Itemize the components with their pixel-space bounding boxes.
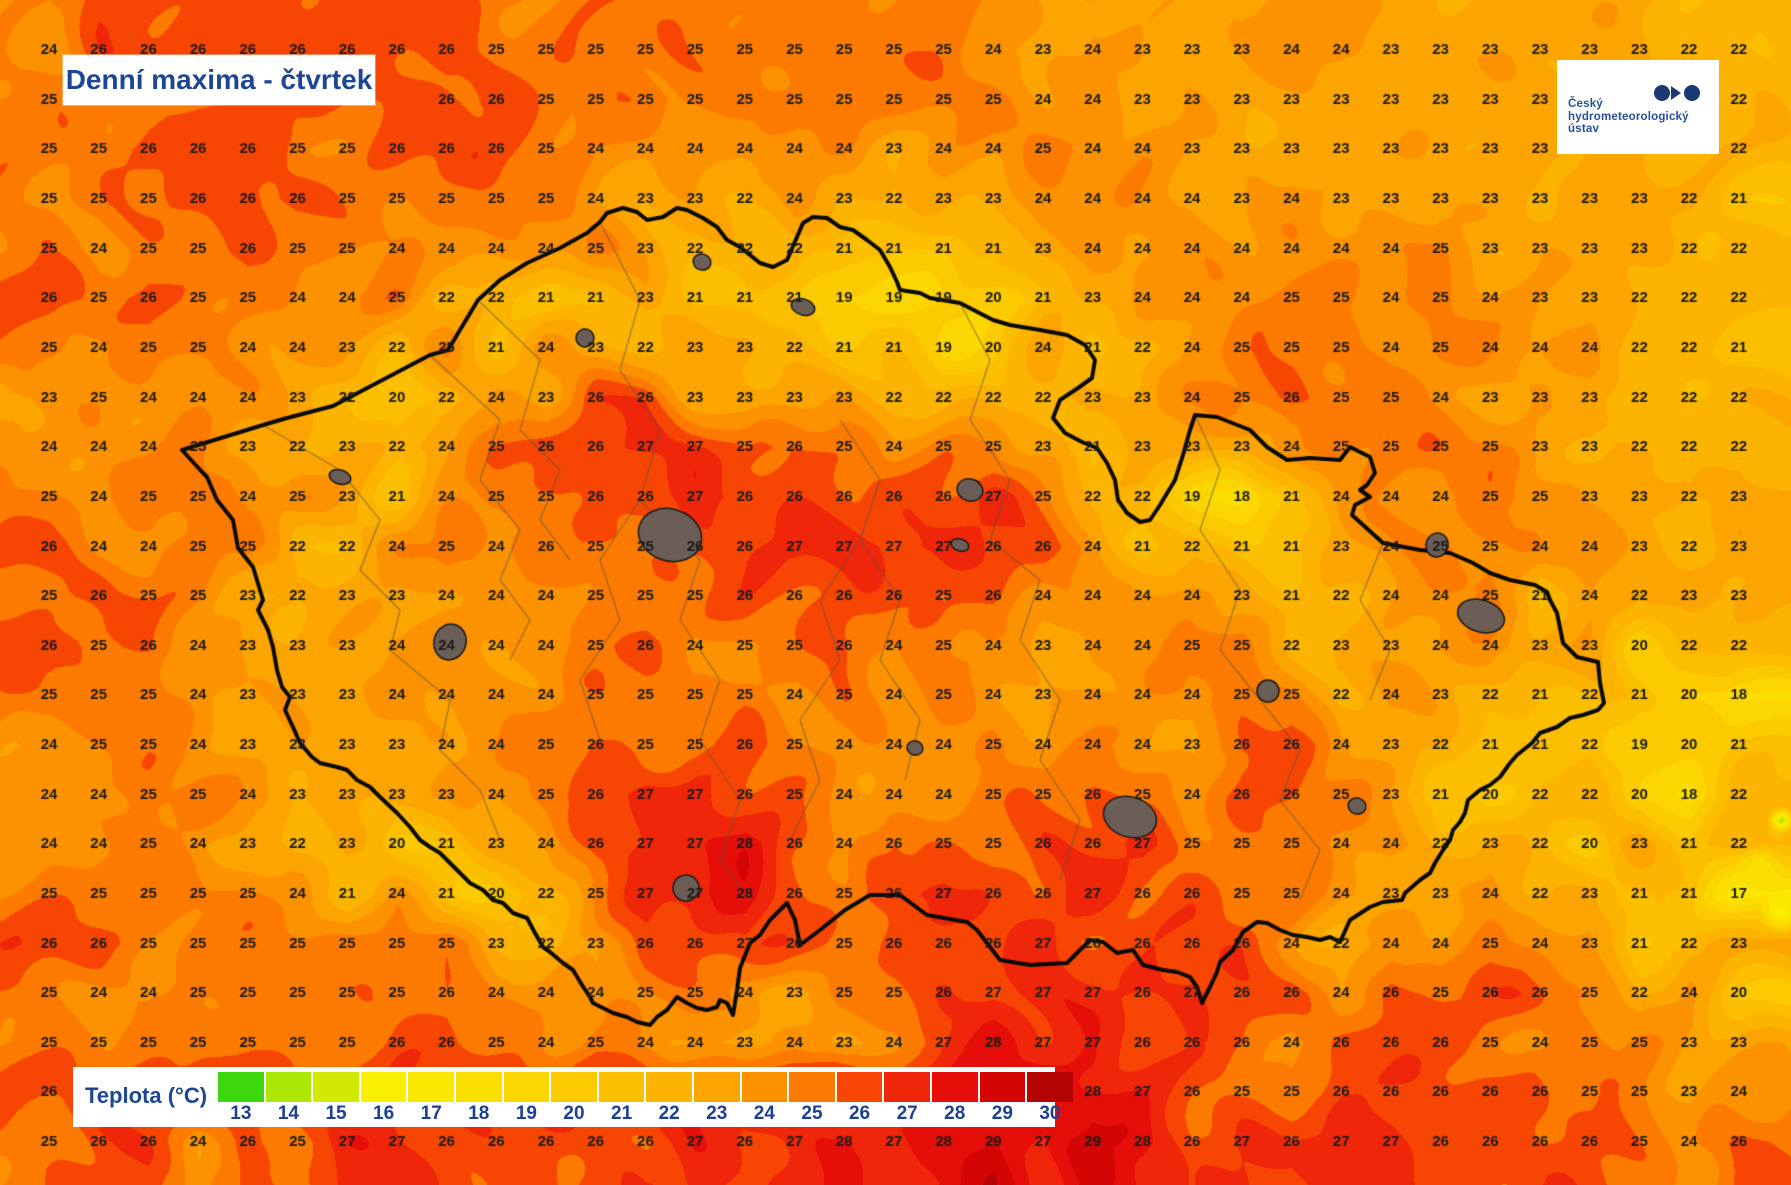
legend-value: 22 bbox=[658, 1103, 680, 1124]
legend-step-26: 26 bbox=[836, 1072, 884, 1125]
legend-value: 30 bbox=[1039, 1103, 1061, 1124]
legend-step-30: 30 bbox=[1026, 1072, 1074, 1125]
legend-value: 13 bbox=[230, 1103, 252, 1124]
legend-step-21: 21 bbox=[598, 1072, 646, 1125]
legend-swatch bbox=[551, 1072, 597, 1102]
legend-value: 21 bbox=[611, 1103, 633, 1124]
legend-swatch bbox=[598, 1072, 645, 1102]
chmu-logo-icon bbox=[1654, 85, 1700, 101]
legend-step-14: 14 bbox=[265, 1072, 313, 1125]
legend-swatch bbox=[456, 1072, 502, 1102]
legend-step-19: 19 bbox=[503, 1072, 551, 1125]
legend-step-15: 15 bbox=[312, 1072, 360, 1125]
legend-color-scale: 13 14 15 16 17 18 19 20 21 22 23 24 25 26 27 28 29 30 bbox=[217, 1072, 1074, 1125]
legend-swatch bbox=[693, 1072, 740, 1102]
legend-step-16: 16 bbox=[360, 1072, 408, 1125]
legend-swatch bbox=[503, 1072, 550, 1102]
legend-value: 18 bbox=[468, 1103, 490, 1124]
legend-step-13: 13 bbox=[217, 1072, 265, 1125]
legend-step-28: 28 bbox=[931, 1072, 979, 1125]
legend-value: 15 bbox=[325, 1103, 347, 1124]
legend-value: 16 bbox=[373, 1103, 395, 1124]
legend-value: 28 bbox=[944, 1103, 966, 1124]
legend-swatch bbox=[646, 1072, 692, 1102]
map-title-box: Denní maxima - čtvrtek bbox=[63, 55, 375, 105]
legend-value: 14 bbox=[277, 1103, 299, 1124]
legend-step-18: 18 bbox=[455, 1072, 503, 1125]
legend-step-24: 24 bbox=[741, 1072, 789, 1125]
legend-title: Teplota (°C) bbox=[85, 1083, 208, 1108]
legend-swatch bbox=[979, 1072, 1026, 1102]
legend-swatch bbox=[360, 1072, 407, 1102]
legend-swatch bbox=[789, 1072, 835, 1102]
legend-swatch bbox=[408, 1072, 455, 1102]
map-title: Denní maxima - čtvrtek bbox=[65, 64, 373, 95]
legend-value: 20 bbox=[563, 1103, 585, 1124]
logo-line-3: ústav bbox=[1568, 123, 1600, 135]
legend-swatch bbox=[931, 1072, 978, 1102]
temperature-legend: Teplota (°C) 13 14 15 16 17 18 19 20 21 22 23 24 25 2… bbox=[73, 1067, 1073, 1127]
legend-swatch bbox=[265, 1072, 312, 1102]
legend-step-23: 23 bbox=[693, 1072, 741, 1125]
legend-value: 27 bbox=[896, 1103, 918, 1124]
legend-step-20: 20 bbox=[550, 1072, 598, 1125]
logo-line-2: hydrometeorologický bbox=[1568, 110, 1689, 123]
legend-value: 25 bbox=[801, 1103, 823, 1124]
legend-swatch bbox=[836, 1072, 883, 1102]
legend-swatch bbox=[884, 1072, 930, 1102]
legend-step-27: 27 bbox=[883, 1072, 931, 1125]
legend-swatch bbox=[1027, 1072, 1073, 1102]
legend-step-22: 22 bbox=[645, 1072, 693, 1125]
legend-value: 19 bbox=[515, 1103, 537, 1124]
legend-value: 17 bbox=[420, 1103, 442, 1124]
legend-value: 26 bbox=[848, 1103, 871, 1124]
legend-swatch bbox=[218, 1072, 264, 1102]
legend-step-29: 29 bbox=[979, 1072, 1027, 1125]
chmu-logo-text: Český hydrometeorologický ústav bbox=[1568, 98, 1689, 136]
legend-value: 29 bbox=[991, 1103, 1013, 1124]
legend-value: 24 bbox=[753, 1103, 775, 1124]
legend-step-25: 25 bbox=[788, 1072, 836, 1125]
legend-swatch bbox=[313, 1072, 359, 1102]
legend-step-17: 17 bbox=[407, 1072, 455, 1125]
legend-swatch bbox=[741, 1072, 788, 1102]
legend-value: 23 bbox=[706, 1103, 728, 1124]
logo-line-1: Český bbox=[1568, 98, 1603, 110]
chmu-logo-box: Český hydrometeorologický ústav bbox=[1557, 60, 1719, 154]
